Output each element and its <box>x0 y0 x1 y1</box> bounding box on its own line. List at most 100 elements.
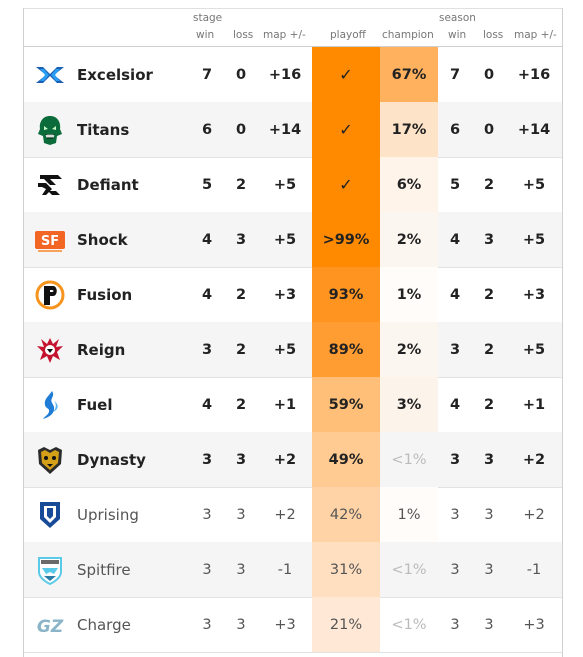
cell-s-map: -1 <box>526 561 542 578</box>
team-name[interactable]: Defiant <box>77 175 139 194</box>
cell-s-map: +1 <box>522 396 546 413</box>
table-header: stage win loss map +/- playoff champion … <box>24 8 562 47</box>
cell-loss: 2 <box>235 176 247 193</box>
spitfire-logo-icon <box>34 554 66 586</box>
cell-win: 3 <box>202 561 212 578</box>
table-row[interactable]: Spitfire 3 3 -1 31% <1% 3 3 -1 <box>24 542 562 598</box>
team-name[interactable]: Shock <box>77 230 128 249</box>
cell-playoff: 31% <box>312 542 380 597</box>
cell-s-win: 4 <box>449 231 461 248</box>
cell-s-loss: 2 <box>483 286 495 303</box>
cell-s-map: +3 <box>522 286 546 303</box>
cell-s-win: 4 <box>449 396 461 413</box>
cell-playoff: ✓ <box>312 102 380 157</box>
cell-s-loss: 3 <box>484 506 494 523</box>
table-row[interactable]: Reign 3 2 +5 89% 2% 3 2 +5 <box>24 322 562 378</box>
cell-champion: 67% <box>380 47 438 102</box>
team-name[interactable]: Spitfire <box>77 560 131 579</box>
cell-playoff: 59% <box>312 377 380 432</box>
cell-s-win: 3 <box>449 341 461 358</box>
table-row[interactable]: Excelsior 7 0 +16 ✓ 67% 7 0 +16 <box>24 47 562 103</box>
cell-champion: 3% <box>380 377 438 432</box>
cell-s-win: 3 <box>450 506 460 523</box>
table-row[interactable]: Fusion 4 2 +3 93% 1% 4 2 +3 <box>24 267 562 323</box>
cell-playoff: ✓ <box>312 47 380 102</box>
cell-loss: 3 <box>236 616 246 633</box>
cell-s-win: 3 <box>449 451 461 468</box>
cell-s-loss: 3 <box>483 231 495 248</box>
header-season-loss: loss <box>483 29 504 41</box>
cell-playoff: >99% <box>312 212 380 267</box>
cell-s-loss: 2 <box>483 396 495 413</box>
cell-champion: <1% <box>391 451 427 468</box>
charge-logo-icon: GZ <box>34 609 66 641</box>
cell-win: 6 <box>201 121 213 138</box>
cell-map: +3 <box>273 286 297 303</box>
header-season-win: win <box>448 29 467 41</box>
table-row[interactable]: GZ Charge 3 3 +3 21% <1% 3 3 +3 <box>24 597 562 653</box>
shock-logo-icon: SF <box>34 224 66 256</box>
cell-s-map: +2 <box>523 506 545 523</box>
cell-map: +3 <box>274 616 296 633</box>
cell-s-map: +5 <box>522 176 546 193</box>
cell-map: +1 <box>273 396 297 413</box>
cell-s-map: +16 <box>517 66 551 83</box>
cell-win: 5 <box>201 176 213 193</box>
cell-s-loss: 3 <box>483 451 495 468</box>
cell-loss: 0 <box>235 121 247 138</box>
cell-win: 7 <box>201 66 213 83</box>
cell-map: +5 <box>273 341 297 358</box>
cell-s-map: +5 <box>522 231 546 248</box>
cell-s-map: +2 <box>522 451 546 468</box>
team-name[interactable]: Dynasty <box>77 450 146 469</box>
team-name[interactable]: Reign <box>77 340 126 359</box>
cell-win: 4 <box>201 396 213 413</box>
cell-s-win: 6 <box>449 121 461 138</box>
cell-loss: 2 <box>235 341 247 358</box>
table-row[interactable]: Defiant 5 2 +5 ✓ 6% 5 2 +5 <box>24 157 562 213</box>
cell-playoff: 49% <box>312 432 380 487</box>
cell-s-win: 3 <box>450 616 460 633</box>
titans-logo-icon <box>34 114 66 146</box>
cell-s-win: 7 <box>449 66 461 83</box>
cell-playoff: 21% <box>312 597 380 652</box>
cell-win: 4 <box>201 286 213 303</box>
cell-champion: 6% <box>380 157 438 212</box>
table-row[interactable]: Dynasty 3 3 +2 49% <1% 3 3 +2 <box>24 432 562 488</box>
defiant-logo-icon <box>34 169 66 201</box>
table-border-right <box>562 8 563 657</box>
team-name[interactable]: Uprising <box>77 505 139 524</box>
cell-s-map: +5 <box>522 341 546 358</box>
table-row[interactable]: Fuel 4 2 +1 59% 3% 4 2 +1 <box>24 377 562 433</box>
fusion-logo-icon <box>34 279 66 311</box>
cell-s-win: 3 <box>450 561 460 578</box>
cell-champion: <1% <box>391 616 427 633</box>
table-row[interactable]: SF Shock 4 3 +5 >99% 2% 4 3 +5 <box>24 212 562 268</box>
fuel-logo-icon <box>34 389 66 421</box>
cell-map: +2 <box>273 451 297 468</box>
cell-champion: 1% <box>380 487 438 542</box>
cell-playoff: 93% <box>312 267 380 322</box>
cell-loss: 2 <box>235 286 247 303</box>
team-name[interactable]: Titans <box>77 120 130 139</box>
table-border-top <box>23 8 563 9</box>
cell-s-loss: 2 <box>483 341 495 358</box>
svg-text:SF: SF <box>41 234 59 249</box>
team-name[interactable]: Excelsior <box>77 65 153 84</box>
svg-text:GZ: GZ <box>37 617 64 637</box>
header-win: win <box>196 29 215 41</box>
cell-loss: 3 <box>236 561 246 578</box>
cell-champion: 1% <box>380 267 438 322</box>
table-row[interactable]: Titans 6 0 +14 ✓ 17% 6 0 +14 <box>24 102 562 158</box>
team-name[interactable]: Fusion <box>77 285 133 304</box>
cell-s-map: +3 <box>523 616 545 633</box>
stage-group-label: stage <box>193 12 223 24</box>
table-row[interactable]: Uprising 3 3 +2 42% 1% 3 3 +2 <box>24 487 562 543</box>
team-name[interactable]: Charge <box>77 615 131 634</box>
cell-playoff: 42% <box>312 487 380 542</box>
team-name[interactable]: Fuel <box>77 395 113 414</box>
cell-loss: 0 <box>235 66 247 83</box>
cell-s-loss: 3 <box>484 616 494 633</box>
uprising-logo-icon <box>34 499 66 531</box>
